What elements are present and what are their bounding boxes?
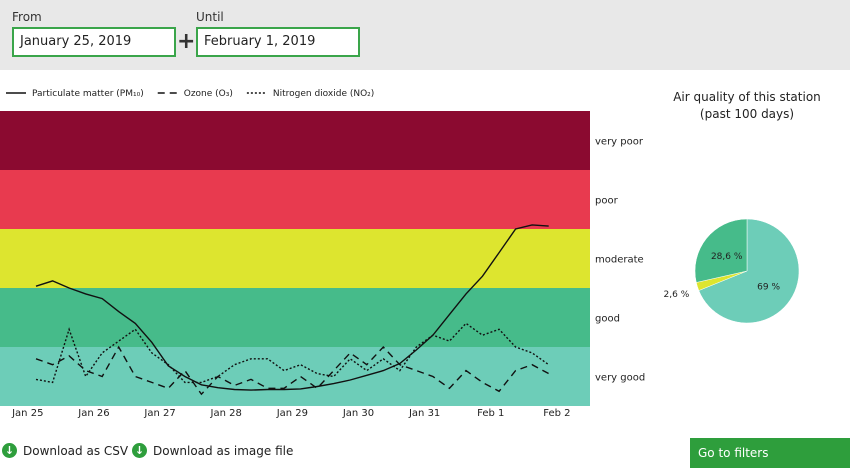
pie-slice xyxy=(698,218,800,324)
x-tick-label: Jan 28 xyxy=(210,408,242,419)
legend-label: Ozone (O₃) xyxy=(184,89,233,99)
go-to-filters[interactable]: Go to filters xyxy=(690,438,850,468)
legend-label: Particulate matter (PM₁₀) xyxy=(32,89,144,99)
band-label: very poor xyxy=(595,137,644,148)
pie-slice xyxy=(694,218,748,283)
legend-label: Nitrogen dioxide (NO₂) xyxy=(273,89,374,99)
download-icon: ↓ xyxy=(2,443,17,458)
download-icon: ↓ xyxy=(132,443,147,458)
quality-band xyxy=(0,229,590,288)
download-image-label: Download as image file xyxy=(153,443,294,458)
x-tick-label: Jan 27 xyxy=(143,408,175,419)
quality-band xyxy=(0,111,590,170)
quality-band xyxy=(0,288,590,347)
quality-band xyxy=(0,170,590,229)
from-label: From xyxy=(12,10,42,24)
pie-title: Air quality of this station xyxy=(673,90,821,104)
x-tick-label: Jan 26 xyxy=(77,408,109,419)
band-label: very good xyxy=(595,373,645,384)
plus: + xyxy=(177,29,196,54)
pie-label: 28,6 % xyxy=(711,252,743,262)
band-label: poor xyxy=(595,196,619,207)
until-input[interactable]: February 1, 2019 xyxy=(196,27,360,57)
pie-label: 2,6 % xyxy=(664,290,690,300)
download-csv-label: Download as CSV xyxy=(23,443,129,458)
x-tick-label: Jan 31 xyxy=(408,408,440,419)
x-tick-label: Jan 30 xyxy=(342,408,374,419)
series-line xyxy=(35,224,549,391)
filter-bar: From January 25, 2019 + Until February 1… xyxy=(0,0,850,70)
band-label: good xyxy=(595,314,620,325)
x-tick-label: Feb 2 xyxy=(543,408,570,419)
series-line xyxy=(35,345,550,396)
download-csv[interactable]: ↓ Download as CSV xyxy=(2,443,128,458)
x-tick-label: Jan 29 xyxy=(276,408,308,419)
from-input[interactable]: January 25, 2019 xyxy=(12,27,176,57)
pie-title: (past 100 days) xyxy=(700,107,794,121)
pie-label: 69 % xyxy=(757,283,780,293)
quality-band xyxy=(0,347,590,406)
until-label: Until xyxy=(196,10,224,24)
band-label: moderate xyxy=(595,255,644,266)
x-tick-label: Jan 25 xyxy=(11,408,43,419)
download-image[interactable]: ↓ Download as image file xyxy=(132,443,293,458)
x-tick-label: Feb 1 xyxy=(477,408,504,419)
